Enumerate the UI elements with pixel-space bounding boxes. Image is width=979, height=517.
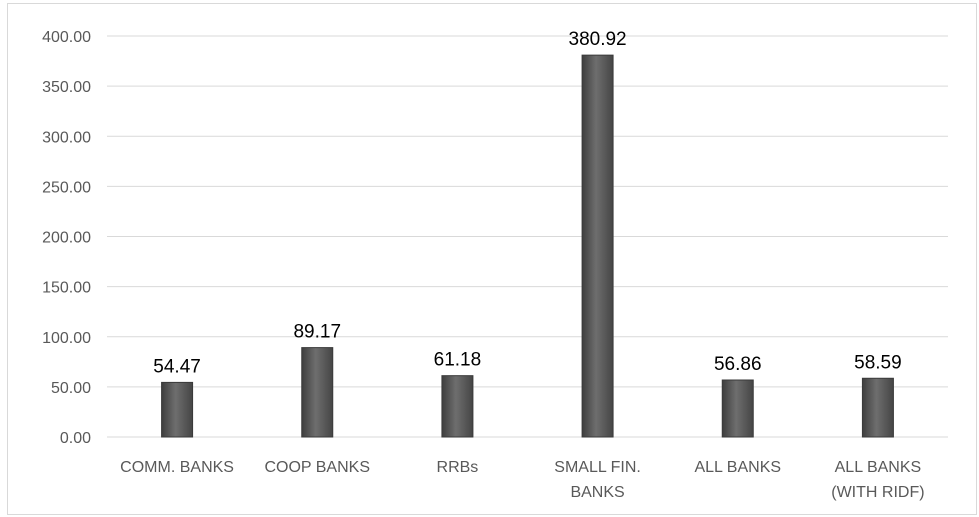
x-category-label: RRBs: [437, 459, 479, 476]
bar: [721, 379, 754, 438]
x-category-label: SMALL FIN. BANKS: [554, 459, 641, 501]
x-category-label: COOP BANKS: [264, 459, 370, 476]
y-axis-ticks: 0.00 50.00 100.00 150.00 200.00 250.00 300.00 3…: [42, 29, 91, 447]
bar: [161, 381, 194, 438]
data-label: 56.86: [714, 354, 762, 375]
y-tick-label: 200.00: [42, 230, 91, 247]
data-label: 54.47: [153, 356, 201, 377]
y-tick-label: 250.00: [42, 179, 91, 196]
y-tick-label: 100.00: [42, 330, 91, 347]
data-label: 380.92: [569, 29, 627, 50]
data-label: 61.18: [434, 350, 482, 371]
bar-chart: 0.00 50.00 100.00 150.00 200.00 250.00 300.00 3…: [42, 29, 948, 501]
y-tick-label: 50.00: [51, 380, 91, 397]
x-category-label: ALL BANKS (WITH RIDF): [831, 459, 924, 501]
bars: [161, 54, 894, 438]
x-axis-categories: COMM. BANKS COOP BANKS RRBs SMALL FIN. BANKS…: [120, 459, 924, 501]
chart-frame: 0.00 50.00 100.00 150.00 200.00 250.00 300.00 3…: [7, 3, 977, 515]
x-category-label: ALL BANKS: [694, 459, 781, 476]
y-tick-label: 0.00: [60, 430, 91, 447]
gridlines: [107, 35, 948, 438]
data-labels: 54.47 89.17 61.18 380.92 56.86 58.59: [153, 29, 901, 377]
data-label: 89.17: [293, 322, 341, 343]
bar: [581, 54, 614, 438]
bar: [441, 375, 474, 438]
y-tick-label: 300.00: [42, 129, 91, 146]
y-tick-label: 150.00: [42, 280, 91, 297]
x-category-label: COMM. BANKS: [120, 459, 234, 476]
y-tick-label: 350.00: [42, 79, 91, 96]
y-tick-label: 400.00: [42, 29, 91, 46]
bar: [861, 377, 894, 438]
bar: [301, 347, 334, 438]
data-label: 58.59: [854, 352, 902, 373]
